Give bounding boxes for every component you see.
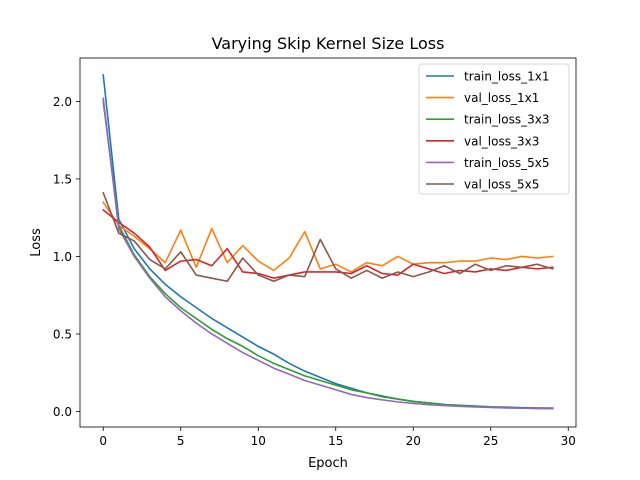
x-tick-label: 15 [328, 434, 343, 448]
y-axis: 0.0 0.5 1.0 1.5 2.0 [53, 95, 80, 419]
legend-label: val_loss_1x1 [464, 91, 539, 105]
y-tick-label: 2.0 [53, 95, 72, 109]
y-tick-label: 1.5 [53, 172, 72, 186]
series-line-val-loss-1x1 [102, 201, 554, 273]
y-tick-label: 0.0 [53, 405, 72, 419]
x-tick-label: 10 [251, 434, 266, 448]
legend: train_loss_1x1 val_loss_1x1 train_loss_3x3… [418, 63, 570, 195]
legend-box [418, 63, 570, 195]
x-tick-label: 0 [99, 434, 107, 448]
x-tick-label: 25 [483, 434, 498, 448]
y-tick-label: 1.0 [53, 250, 72, 264]
y-tick-label: 0.5 [53, 327, 72, 341]
legend-label: val_loss_3x3 [464, 134, 539, 148]
x-axis-label: Epoch [308, 456, 348, 471]
y-axis-label: Loss [29, 228, 44, 257]
chart-title: Varying Skip Kernel Size Loss [212, 34, 445, 53]
x-tick-label: 30 [561, 434, 576, 448]
legend-label: train_loss_5x5 [464, 156, 549, 170]
x-axis: 0 5 10 15 20 25 30 [99, 427, 576, 448]
axes-frame [79, 57, 577, 428]
x-tick-label: 20 [406, 434, 421, 448]
legend-label: val_loss_5x5 [464, 178, 539, 192]
plot-area [102, 74, 554, 410]
series-line-train-loss-5x5 [102, 97, 554, 410]
x-tick-label: 5 [177, 434, 185, 448]
series-line-val-loss-3x3 [102, 208, 554, 279]
legend-label: train_loss_3x3 [464, 113, 549, 127]
legend-label: train_loss_1x1 [464, 70, 549, 84]
series-line-val-loss-5x5 [102, 191, 554, 283]
